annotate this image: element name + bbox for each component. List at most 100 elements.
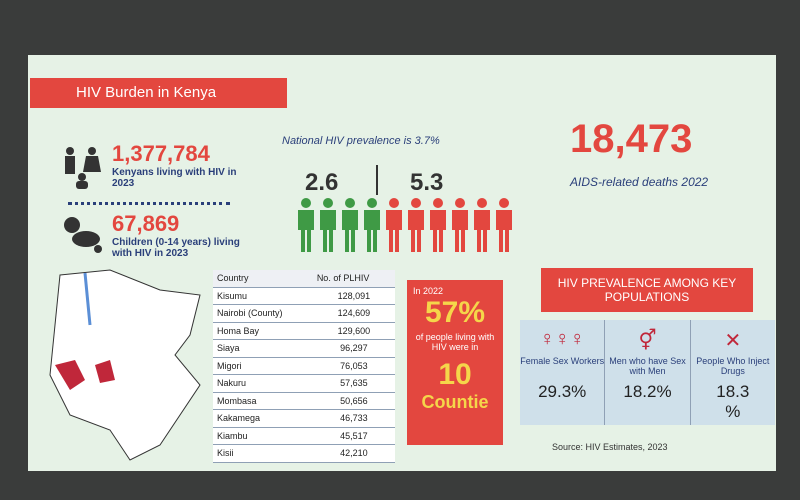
- figure-body: [342, 210, 358, 252]
- table-row: Homa Bay 129,600: [213, 322, 395, 340]
- deaths-label: AIDS-related deaths 2022: [570, 175, 709, 189]
- table-row: Kisumu 128,091: [213, 287, 395, 305]
- person-figure: [386, 198, 402, 252]
- key-pop-value: 18.2%: [623, 382, 672, 401]
- table-cell: Kisii: [213, 444, 313, 463]
- table-cell: Kisumu: [213, 287, 313, 305]
- table-box: Country No. of PLHIV Kisumu 128,091 Nairobi…: [213, 270, 395, 463]
- table-cell: 45,517: [312, 427, 395, 445]
- source: Source: HIV Estimates, 2023: [552, 442, 668, 452]
- figure-head: [411, 198, 421, 208]
- figure-head: [389, 198, 399, 208]
- person-figure: [364, 198, 380, 252]
- separator: [376, 165, 378, 195]
- figure-body: [474, 210, 490, 252]
- key-pop-value: 29.3%: [538, 382, 587, 401]
- table-row: Migori 76,053: [213, 357, 395, 375]
- figure-body: [408, 210, 424, 252]
- figure-head: [455, 198, 465, 208]
- figure-head: [433, 198, 443, 208]
- figure-body: [364, 210, 380, 252]
- key-pop-icon: ♀♀♀: [539, 328, 585, 350]
- table-header: No. of PLHIV: [312, 270, 395, 288]
- county-table: Country No. of PLHIV Kisumu 128,091 Nairobi…: [213, 270, 395, 463]
- stat-number: 67,869: [112, 211, 180, 236]
- table-cell: Migori: [213, 357, 313, 375]
- table-row: Kisii 42,210: [213, 444, 395, 463]
- callout: In 2022 57% of people living with HIV we…: [407, 280, 503, 445]
- stat-label: Children (0-14 years) living with HIV in…: [112, 237, 240, 259]
- key-pop-title: HIV PREVALENCE AMONG KEY POPULATIONS: [557, 276, 737, 304]
- person-figure: [342, 198, 358, 252]
- title-bar: HIV Burden in Kenya: [30, 78, 287, 108]
- table-cell: 50,656: [312, 392, 395, 410]
- key-pop-name: People Who Inject Drugs: [696, 356, 770, 376]
- figure-body: [298, 210, 314, 252]
- table-row: Kakamega 46,733: [213, 409, 395, 428]
- slide: HIV Burden in Kenya 1,377,784 Kenyans li…: [28, 55, 776, 471]
- person-figure: [298, 198, 314, 252]
- person-figure: [408, 198, 424, 252]
- divider: [68, 202, 230, 205]
- key-pop-unit: %: [725, 402, 741, 421]
- figure-body: [496, 210, 512, 252]
- table-cell: Kiambu: [213, 427, 313, 445]
- callout-text: of people living with HIV were in: [415, 332, 495, 352]
- female-prevalence: 5.3: [410, 169, 444, 196]
- table-cell: 129,600: [312, 322, 395, 340]
- figure-head: [499, 198, 509, 208]
- table-cell: 42,210: [312, 444, 395, 463]
- table-cell: 128,091: [312, 287, 395, 305]
- table-cell: 124,609: [312, 304, 395, 323]
- figure-body: [430, 210, 446, 252]
- male-prevalence: 2.6: [305, 169, 339, 196]
- key-pop-panel: ♀♀♀ Female Sex Workers 29.3% ⚥ Men who have …: [520, 320, 775, 425]
- key-pop-icon: ✕: [724, 330, 742, 352]
- prevalence-figures: [298, 198, 512, 252]
- figure-head: [323, 198, 333, 208]
- stat-number: 1,377,784: [112, 141, 210, 166]
- baby-icon: [64, 217, 102, 253]
- figure-body: [452, 210, 468, 252]
- deaths-number: 18,473: [570, 117, 693, 161]
- prevalence-label: National HIV prevalence is 3.7%: [282, 135, 440, 147]
- table-cell: 96,297: [312, 339, 395, 358]
- key-pop-name: Men who have Sex with Men: [609, 356, 686, 376]
- callout-unit: Countie: [421, 392, 489, 412]
- table-row: Nakuru 57,635: [213, 374, 395, 393]
- key-pop-icon: ⚥: [638, 330, 657, 352]
- person-figure: [474, 198, 490, 252]
- figure-head: [301, 198, 311, 208]
- table-row: Kiambu 45,517: [213, 427, 395, 445]
- table-cell: Siaya: [213, 339, 313, 358]
- person-figure: [320, 198, 336, 252]
- table-cell: Nakuru: [213, 374, 313, 393]
- title: HIV Burden in Kenya: [76, 84, 217, 101]
- figure-head: [477, 198, 487, 208]
- figure-body: [386, 210, 402, 252]
- stat-label: Kenyans living with HIV in 2023: [112, 167, 237, 189]
- key-pop-group: ✕ People Who Inject Drugs 18.3%: [689, 320, 775, 425]
- table-cell: Nairobi (County): [213, 304, 313, 323]
- kenya-map: [49, 269, 201, 461]
- table-row: Siaya 96,297: [213, 339, 395, 358]
- figure-body: [320, 210, 336, 252]
- table-cell: Mombasa: [213, 392, 313, 410]
- table-cell: Homa Bay: [213, 322, 313, 340]
- table-cell: 76,053: [312, 357, 395, 375]
- people-icon: [65, 147, 101, 189]
- person-figure: [430, 198, 446, 252]
- callout-count: 10: [438, 358, 472, 391]
- table-header: Country: [213, 270, 313, 288]
- key-pop-group: ♀♀♀ Female Sex Workers 29.3%: [520, 320, 604, 425]
- callout-percent: 57%: [424, 296, 486, 329]
- table-cell: Kakamega: [213, 409, 313, 428]
- key-pop-name: Female Sex Workers: [520, 356, 605, 366]
- person-figure: [496, 198, 512, 252]
- figure-head: [367, 198, 377, 208]
- table-cell: 57,635: [312, 374, 395, 393]
- table-row: Mombasa 50,656: [213, 392, 395, 410]
- key-pop-value: 18.3: [716, 382, 750, 401]
- figure-head: [345, 198, 355, 208]
